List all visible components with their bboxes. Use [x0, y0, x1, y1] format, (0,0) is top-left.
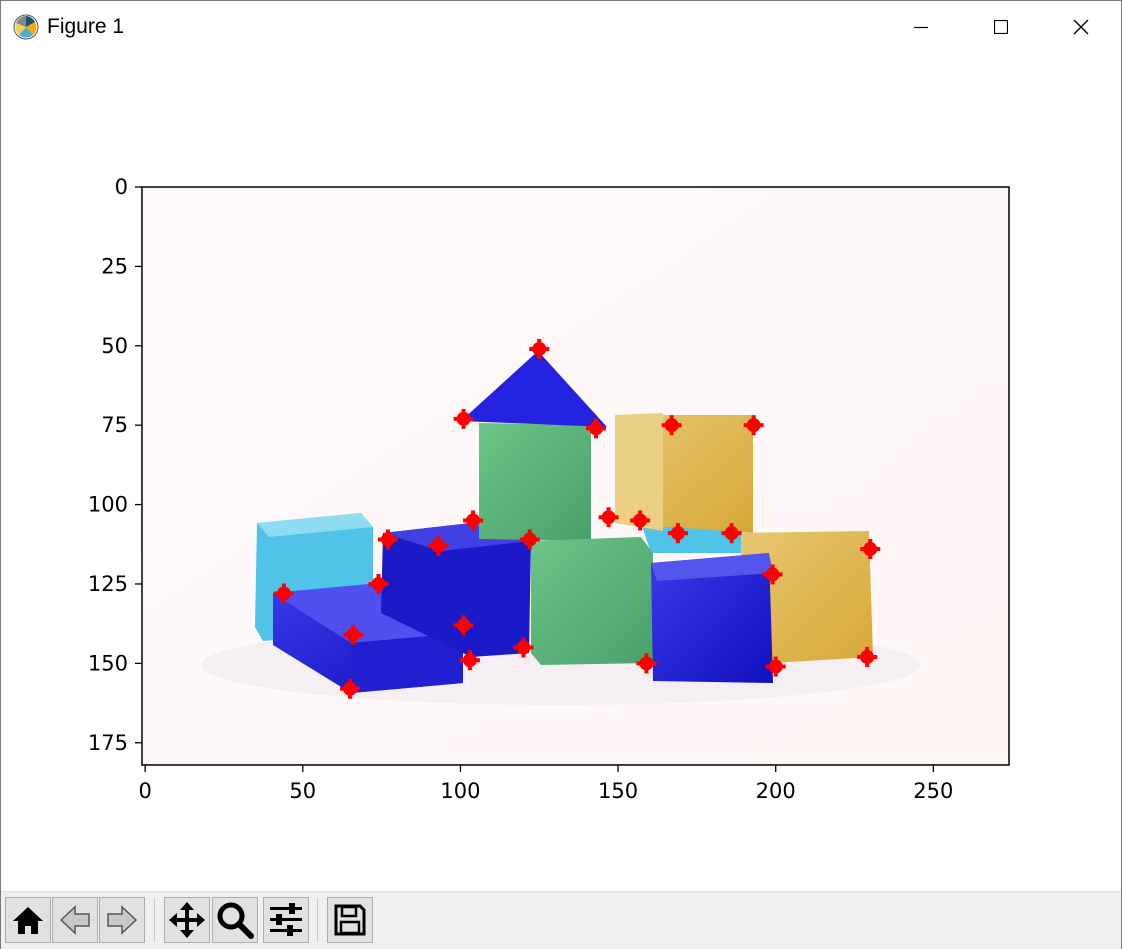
scatter-point: [519, 529, 540, 550]
pan-icon: [169, 902, 205, 938]
scatter-point: [636, 653, 657, 674]
x-tick-label: 100: [440, 779, 480, 803]
back-button[interactable]: [52, 897, 98, 943]
scatter-point: [459, 650, 480, 671]
y-axis: 0 25 50 75 100 125 150 175: [88, 175, 142, 755]
scatter-point: [377, 529, 398, 550]
minimize-button[interactable]: [881, 1, 961, 53]
scatter-point: [743, 415, 764, 436]
scatter-point: [630, 510, 651, 531]
figure-svg: 0 50 100 150 200 250 0 25 50 75 100 125 150 175: [88, 175, 1010, 803]
scatter-point: [513, 637, 534, 658]
scatter-point: [453, 615, 474, 636]
scatter-point: [857, 647, 878, 668]
configure-subplots-icon: [270, 903, 302, 936]
y-tick-label: 150: [88, 651, 128, 675]
scatter-point: [765, 656, 786, 677]
configure-subplots-button[interactable]: [263, 897, 309, 943]
matplotlib-icon: [13, 14, 39, 40]
save-button[interactable]: [327, 897, 373, 943]
y-tick-label: 175: [88, 731, 128, 755]
minimize-icon: [914, 26, 928, 29]
x-tick-label: 150: [598, 779, 638, 803]
home-icon: [13, 907, 43, 934]
scatter-point: [860, 539, 881, 560]
y-tick-label: 100: [88, 493, 128, 517]
scatter-point: [453, 408, 474, 429]
save-icon: [334, 904, 366, 936]
maximize-button[interactable]: [961, 1, 1041, 53]
scatter-point: [368, 573, 389, 594]
x-tick-label: 200: [756, 779, 796, 803]
scatter-point: [598, 507, 619, 528]
y-tick-label: 25: [101, 254, 128, 278]
back-icon: [59, 905, 90, 935]
y-tick-label: 75: [101, 413, 128, 437]
scatter-point: [585, 418, 606, 439]
axes-frame: [141, 186, 1010, 766]
pan-button[interactable]: [164, 897, 210, 943]
x-tick-label: 250: [913, 779, 953, 803]
scatter-series: [273, 338, 881, 699]
close-icon: [1073, 19, 1089, 35]
scatter-point: [273, 583, 294, 604]
toy-blocks-image: [142, 187, 1009, 765]
home-button[interactable]: [5, 897, 51, 943]
x-axis: 0 50 100 150 200 250: [138, 765, 953, 803]
scatter-point: [762, 564, 783, 585]
zoom-icon: [217, 902, 254, 939]
toolbar-separator: [154, 898, 155, 942]
forward-button[interactable]: [99, 897, 145, 943]
scatter-point: [721, 523, 742, 544]
y-tick-label: 0: [115, 175, 128, 199]
scatter-point: [529, 338, 550, 359]
y-tick-label: 125: [88, 572, 128, 596]
scatter-point: [340, 678, 361, 699]
y-tick-label: 50: [101, 334, 128, 358]
scatter-point: [463, 510, 484, 531]
forward-icon: [107, 905, 138, 935]
plot-canvas[interactable]: 0 50 100 150 200 250 0 25 50 75 100 125 150 175: [1, 53, 1121, 891]
x-tick-label: 0: [138, 779, 151, 803]
x-tick-label: 50: [289, 779, 316, 803]
scatter-point: [428, 535, 449, 556]
close-button[interactable]: [1041, 1, 1121, 53]
zoom-button[interactable]: [212, 897, 258, 943]
scatter-point: [343, 624, 364, 645]
scatter-point: [667, 523, 688, 544]
navigation-toolbar: [1, 891, 1121, 949]
maximize-icon: [994, 20, 1008, 34]
toolbar-separator: [317, 898, 318, 942]
scatter-point: [661, 415, 682, 436]
window-title: Figure 1: [47, 15, 125, 38]
title-bar: Figure 1: [1, 1, 1121, 53]
